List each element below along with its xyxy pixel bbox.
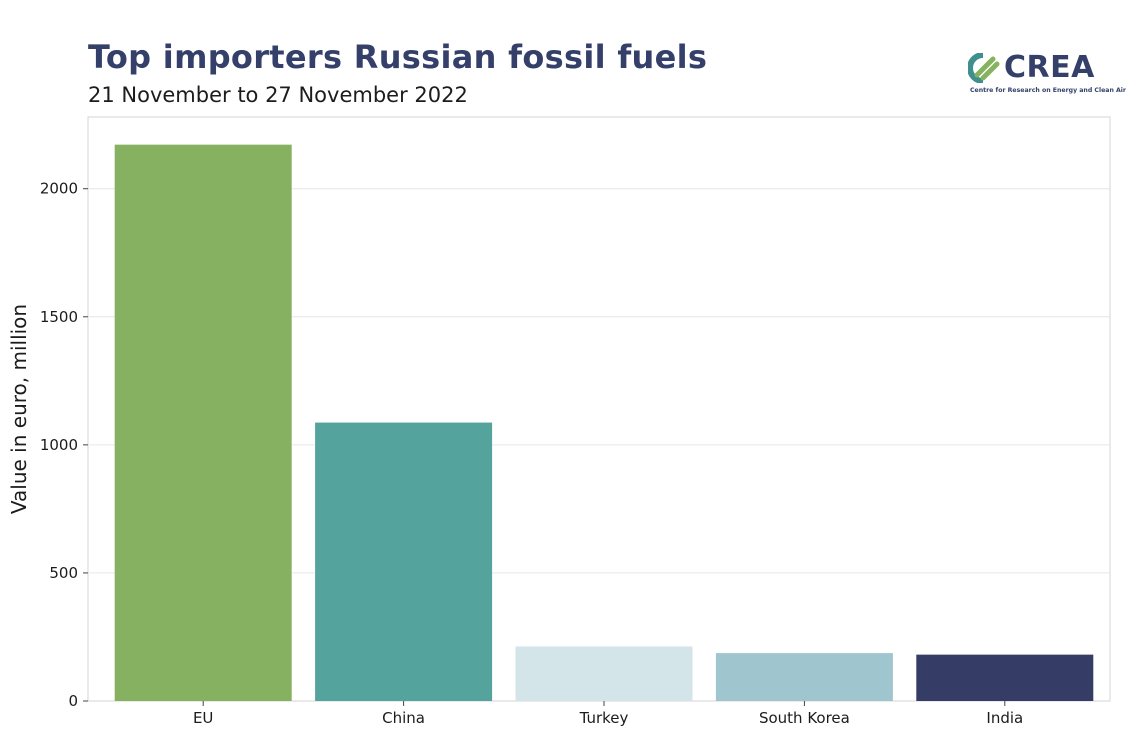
bar-south-korea xyxy=(715,653,893,701)
y-tick-label: 2000 xyxy=(40,180,78,198)
y-axis-ticks: 0 500 1000 1500 2000 xyxy=(40,180,88,710)
y-axis-label: Value in euro, million xyxy=(7,304,31,514)
y-tick-label: 500 xyxy=(49,564,78,582)
x-tick-label: China xyxy=(382,709,425,727)
crea-tagline: Centre for Research on Energy and Clean … xyxy=(970,87,1126,94)
y-tick-label: 1000 xyxy=(40,436,78,454)
crea-wordmark: CREA xyxy=(1004,50,1095,85)
bar-india xyxy=(916,654,1094,701)
bar-eu xyxy=(114,144,292,702)
x-tick-label: EU xyxy=(193,709,213,727)
x-tick-label: South Korea xyxy=(759,709,850,727)
x-tick-label: Turkey xyxy=(579,709,629,727)
crea-logo-mark-icon xyxy=(968,53,1000,83)
y-tick-label: 1500 xyxy=(40,308,78,326)
x-axis-ticks: EU China Turkey South Korea India xyxy=(193,701,1023,727)
x-tick-label: India xyxy=(986,709,1023,727)
y-tick-label: 0 xyxy=(68,692,78,710)
bar-turkey xyxy=(515,646,693,701)
bar-china xyxy=(315,422,493,701)
chart-title: Top importers Russian fossil fuels xyxy=(88,38,708,76)
crea-logo: CREA Centre for Research on Energy and C… xyxy=(966,50,1126,100)
chart-subtitle: 21 November to 27 November 2022 xyxy=(88,83,468,107)
bars xyxy=(114,144,1094,702)
